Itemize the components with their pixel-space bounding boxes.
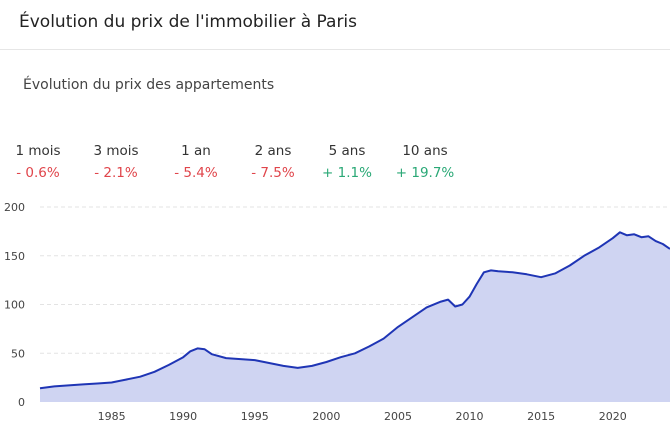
period-change-value: - 7.5% bbox=[251, 165, 295, 181]
page-header: Évolution du prix de l'immobilier à Pari… bbox=[0, 0, 670, 50]
x-tick-label: 2005 bbox=[384, 410, 412, 423]
x-tick-label: 1990 bbox=[169, 410, 197, 423]
y-tick-label: 50 bbox=[11, 347, 25, 360]
period-change-value: + 1.1% bbox=[322, 165, 372, 181]
x-tick-label: 1985 bbox=[98, 410, 126, 423]
price-area bbox=[40, 232, 670, 402]
x-tick-label: 1995 bbox=[241, 410, 269, 423]
period-change: 1 an - 5.4% bbox=[156, 140, 236, 184]
chart-subtitle: Évolution du prix des appartements bbox=[23, 77, 275, 93]
period-change-value: - 0.6% bbox=[16, 165, 60, 181]
period-change: 5 ans + 1.1% bbox=[307, 140, 387, 184]
x-tick-label: 2020 bbox=[599, 410, 627, 423]
x-tick-label: 2010 bbox=[456, 410, 484, 423]
period-label: 1 an bbox=[181, 143, 211, 159]
period-change: 1 mois - 0.6% bbox=[0, 140, 78, 184]
period-label: 5 ans bbox=[328, 143, 366, 159]
price-line bbox=[39, 231, 670, 390]
price-chart: 0 50 100 150 200 1985 1990 1995 2000 2005 2010 2015… bbox=[4, 201, 670, 423]
x-tick-label: 2000 bbox=[312, 410, 340, 423]
period-change-value: - 5.4% bbox=[174, 165, 218, 181]
y-tick-label: 100 bbox=[4, 299, 25, 312]
period-label: 2 ans bbox=[254, 143, 292, 159]
period-change: 10 ans + 19.7% bbox=[385, 140, 465, 184]
page-title: Évolution du prix de l'immobilier à Pari… bbox=[19, 12, 358, 32]
period-change: 2 ans - 7.5% bbox=[233, 140, 313, 184]
period-label: 1 mois bbox=[15, 143, 61, 159]
period-change: 3 mois - 2.1% bbox=[76, 140, 156, 184]
y-tick-label: 150 bbox=[4, 250, 25, 263]
y-tick-label: 0 bbox=[18, 396, 25, 409]
x-tick-label: 2015 bbox=[527, 410, 555, 423]
period-label: 10 ans bbox=[402, 143, 448, 159]
period-change-value: - 2.1% bbox=[94, 165, 138, 181]
period-change-value: + 19.7% bbox=[395, 165, 455, 181]
period-label: 3 mois bbox=[93, 143, 139, 159]
y-tick-label: 200 bbox=[4, 201, 25, 214]
